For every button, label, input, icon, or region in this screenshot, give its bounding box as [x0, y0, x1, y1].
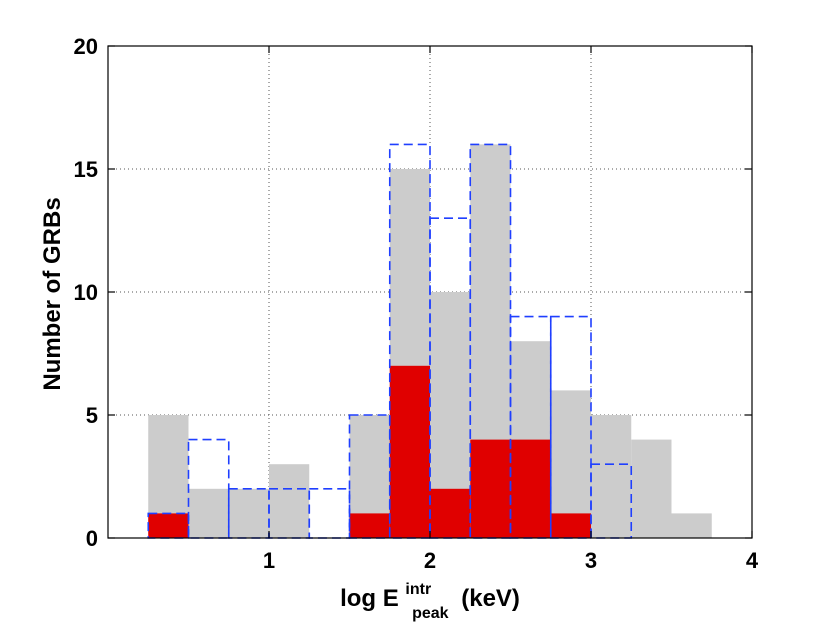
red-series [148, 365, 591, 538]
x-tick-label: 4 [746, 548, 759, 573]
x-axis-label-main: log E [340, 585, 399, 612]
histogram-bar [671, 513, 712, 538]
x-tick-label: 1 [263, 548, 275, 573]
histogram-bar [470, 439, 511, 538]
y-tick-label: 5 [86, 403, 98, 428]
histogram-bar [148, 513, 189, 538]
axis-ticks: 1 2 3 4 0 5 10 15 20 [74, 34, 759, 573]
histogram-bar [510, 439, 551, 538]
histogram-outline-bar [308, 487, 351, 539]
x-axis-label: log E intr peak (keV) [340, 573, 520, 622]
x-axis-label-superscript: intr [405, 581, 431, 598]
x-tick-label: 2 [424, 548, 436, 573]
histogram-bar [389, 365, 430, 538]
histogram-bar [269, 464, 310, 538]
histogram-bar [430, 488, 471, 538]
x-tick-label: 3 [585, 548, 597, 573]
grid-lines [108, 46, 752, 538]
y-axis-label: Number of GRBs [39, 197, 66, 390]
histogram-bar [188, 488, 229, 538]
histogram-bar [631, 439, 672, 538]
y-tick-label: 10 [74, 280, 98, 305]
histogram-bar [550, 513, 591, 538]
histogram-bar [591, 415, 632, 538]
x-axis-label-subscript: peak [412, 605, 449, 622]
y-tick-label: 15 [74, 157, 98, 182]
histogram-bar [349, 513, 390, 538]
y-tick-label: 0 [86, 526, 98, 551]
x-axis-label-suffix: (keV) [461, 585, 520, 612]
histogram-bar [228, 488, 269, 538]
y-tick-label: 20 [74, 34, 98, 59]
